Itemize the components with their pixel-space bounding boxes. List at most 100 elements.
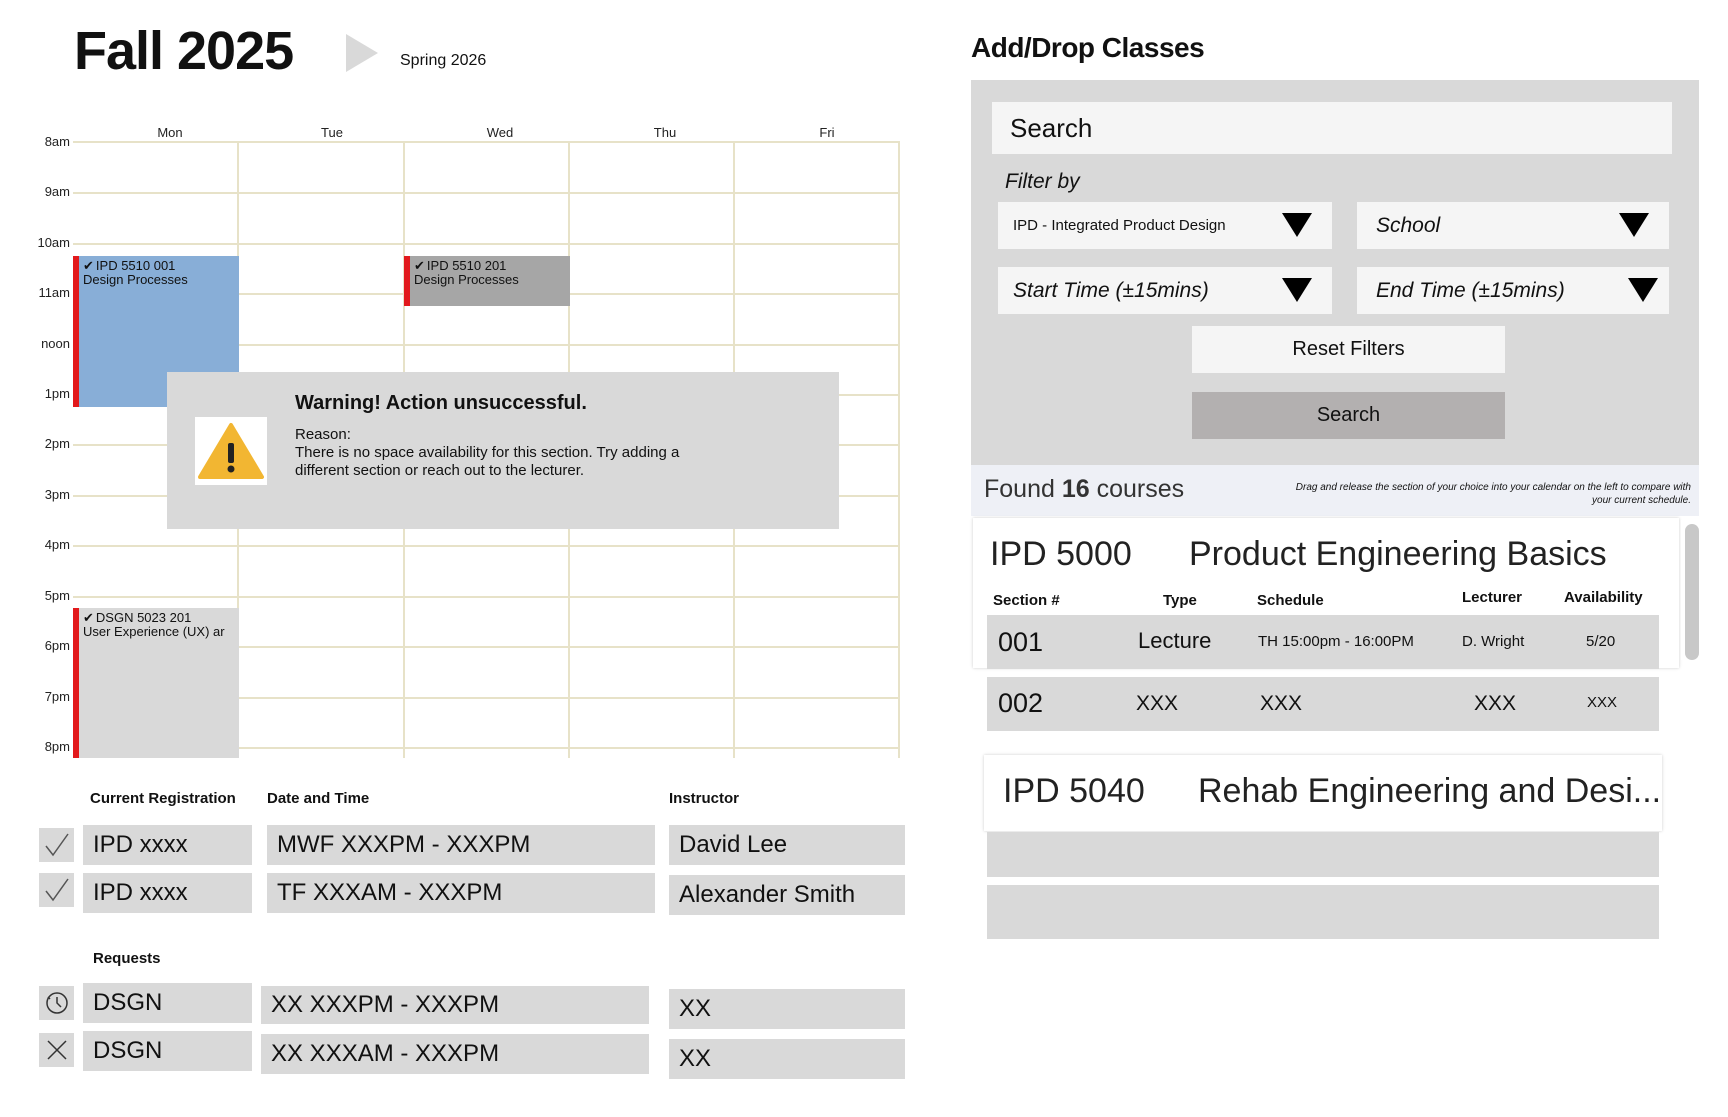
drag-hint: Drag and release the section of your cho… xyxy=(1295,482,1691,506)
grid-line xyxy=(73,192,898,194)
chevron-down-icon xyxy=(1619,213,1649,237)
search-button[interactable]: Search xyxy=(1192,392,1505,439)
event-code: ✔ DSGN 5023 201 xyxy=(83,610,192,625)
grid-line xyxy=(73,545,898,547)
registration-datetime: MWF XXXPM - XXXPM xyxy=(267,825,655,865)
program-filter-select[interactable]: IPD - Integrated Product Design xyxy=(998,202,1332,249)
hour-label: 9am xyxy=(44,184,70,199)
event-code: ✔ IPD 5510 201 xyxy=(414,258,507,273)
section-type: Lecture xyxy=(1138,628,1212,653)
hour-label: 1pm xyxy=(44,386,70,401)
school-filter-select[interactable]: School xyxy=(1357,202,1669,249)
day-label-thu: Thu xyxy=(653,125,677,140)
section-row[interactable]: 001 Lecture TH 15:00pm - 16:00PM D. Wrig… xyxy=(987,615,1659,669)
search-panel: Search Filter by IPD - Integrated Produc… xyxy=(971,80,1699,465)
filter-by-label: Filter by xyxy=(1005,170,1080,193)
course-card[interactable]: IPD 5040 Rehab Engineering and Desi... xyxy=(984,755,1662,831)
end-time-filter-value: End Time (±15mins) xyxy=(1376,278,1565,302)
clock-icon xyxy=(39,986,74,1020)
warning-message: There is no space availability for this … xyxy=(295,444,680,479)
term-title: Fall 2025 xyxy=(74,21,294,81)
end-time-filter-select[interactable]: End Time (±15mins) xyxy=(1357,267,1669,314)
next-term-link[interactable]: Spring 2026 xyxy=(400,52,487,69)
section-availability: XXX xyxy=(1587,694,1618,711)
section-availability: 5/20 xyxy=(1586,633,1616,650)
event-title: Design Processes xyxy=(414,272,519,287)
checkmark-icon: ✔ xyxy=(83,258,94,273)
checkmark-icon: ✔ xyxy=(83,610,94,625)
event-title: User Experience (UX) ar xyxy=(83,624,225,639)
schedule-col-header: Schedule xyxy=(1257,592,1324,609)
start-time-filter-value: Start Time (±15mins) xyxy=(1013,278,1209,302)
type-col-header: Type xyxy=(1163,592,1197,609)
day-label-wed: Wed xyxy=(486,125,514,140)
request-datetime: XX XXXPM - XXXPM xyxy=(261,986,649,1024)
event-code: ✔ IPD 5510 001 xyxy=(83,258,176,273)
next-term-arrow-icon[interactable] xyxy=(346,34,378,72)
request-datetime: XX XXXAM - XXXPM xyxy=(261,1034,649,1074)
request-course: DSGN xyxy=(83,1031,252,1071)
availability-col-header: Availability xyxy=(1564,589,1643,606)
found-count-text: Found 16 courses xyxy=(984,475,1185,503)
registration-course: IPD xxxx xyxy=(83,825,252,865)
chevron-down-icon xyxy=(1282,213,1312,237)
section-type: XXX xyxy=(1136,692,1179,715)
date-time-header: Date and Time xyxy=(267,790,370,807)
section-schedule: XXX xyxy=(1260,692,1303,715)
event-title: Design Processes xyxy=(83,272,188,287)
chevron-down-icon xyxy=(1282,278,1312,302)
registration-datetime: TF XXXAM - XXXPM xyxy=(267,873,655,913)
section-schedule: TH 15:00pm - 16:00PM xyxy=(1258,633,1414,650)
hour-label: 4pm xyxy=(44,537,70,552)
course-name: Rehab Engineering and Desi... xyxy=(1198,772,1662,810)
checkmark-icon: ✔ xyxy=(414,258,425,273)
hour-label: 8pm xyxy=(44,739,70,754)
grid-line xyxy=(73,646,898,648)
lecturer-col-header: Lecturer xyxy=(1462,589,1523,606)
current-registration-header: Current Registration xyxy=(90,790,236,807)
results-scrollbar[interactable] xyxy=(1681,520,1703,660)
section-row-placeholder xyxy=(987,885,1659,939)
checkmark-icon xyxy=(39,828,74,862)
hour-label: 7pm xyxy=(44,689,70,704)
section-col-header: Section # xyxy=(993,592,1060,609)
search-input[interactable]: Search xyxy=(992,102,1672,154)
reset-filters-button[interactable]: Reset Filters xyxy=(1192,326,1505,373)
grid-line xyxy=(73,747,898,749)
section-row[interactable]: 002 XXX XXX XXX XXX xyxy=(987,677,1659,731)
checkmark-icon xyxy=(39,873,74,907)
day-label-tue: Tue xyxy=(321,125,343,140)
hour-label: 10am xyxy=(37,235,70,250)
registration-course: IPD xxxx xyxy=(83,873,252,913)
calendar-event[interactable]: ✔ IPD 5510 201 Design Processes xyxy=(404,256,570,306)
registration-instructor: David Lee xyxy=(669,825,905,865)
grid-line xyxy=(73,596,898,598)
section-lecturer: XXX xyxy=(1474,692,1517,715)
instructor-header: Instructor xyxy=(669,790,740,807)
section-number: 002 xyxy=(998,688,1044,718)
hour-label: 8am xyxy=(44,134,70,149)
start-time-filter-select[interactable]: Start Time (±15mins) xyxy=(998,267,1332,314)
grid-line xyxy=(73,243,898,245)
hour-label: noon xyxy=(41,336,70,351)
requests-header: Requests xyxy=(93,950,161,967)
request-course: DSGN xyxy=(83,983,252,1023)
section-number: 001 xyxy=(998,627,1044,657)
section-row-placeholder xyxy=(987,832,1659,877)
registration-instructor: Alexander Smith xyxy=(669,875,905,915)
school-filter-value: School xyxy=(1376,213,1441,237)
chevron-down-icon xyxy=(1628,278,1658,302)
day-label-mon: Mon xyxy=(157,125,183,140)
day-label-fri: Fri xyxy=(819,125,835,140)
hour-label: 2pm xyxy=(44,436,70,451)
request-instructor: XX xyxy=(669,1039,905,1079)
results-summary: Found 16 courses Drag and release the se… xyxy=(971,465,1699,516)
hour-label: 3pm xyxy=(44,487,70,502)
request-instructor: XX xyxy=(669,989,905,1029)
grid-line xyxy=(73,344,898,346)
warning-title: Warning! Action unsuccessful. xyxy=(295,392,587,414)
calendar-event[interactable]: ✔ DSGN 5023 201 User Experience (UX) ar xyxy=(73,608,239,758)
scrollbar-thumb[interactable] xyxy=(1685,524,1699,660)
add-drop-title: Add/Drop Classes xyxy=(971,32,1205,63)
hour-label: 6pm xyxy=(44,638,70,653)
